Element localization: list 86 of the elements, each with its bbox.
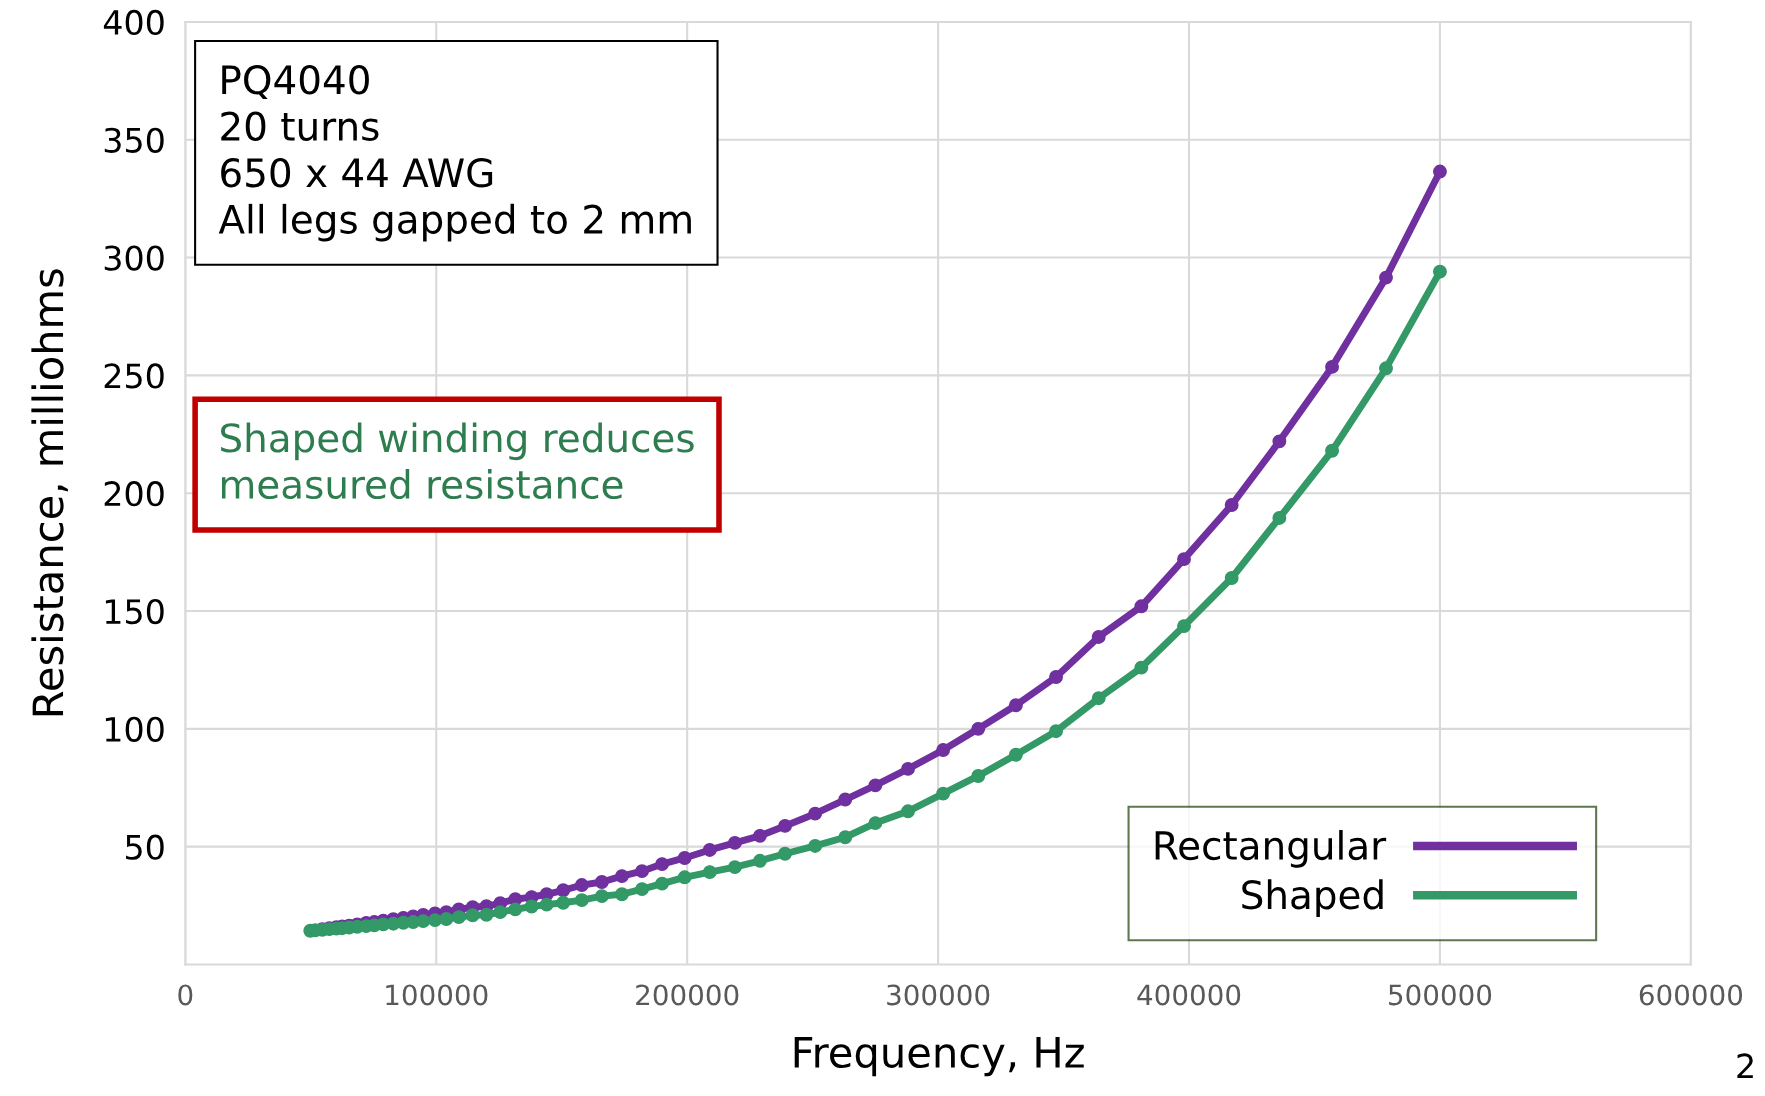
point bbox=[1008, 698, 1023, 713]
point bbox=[539, 897, 554, 912]
point bbox=[702, 843, 717, 857]
point bbox=[655, 857, 670, 872]
point bbox=[574, 893, 589, 908]
point bbox=[727, 835, 742, 850]
point bbox=[868, 778, 883, 793]
point bbox=[1008, 747, 1023, 762]
annotation: Shaped winding reduces measured resistance bbox=[221, 422, 694, 500]
point bbox=[451, 910, 466, 925]
point bbox=[1379, 361, 1393, 376]
y-tick-label: 50 bbox=[126, 834, 164, 860]
point bbox=[1091, 629, 1106, 644]
point bbox=[677, 870, 692, 885]
y-tick-label: 250 bbox=[104, 363, 164, 389]
point bbox=[702, 865, 717, 880]
point bbox=[635, 882, 649, 897]
point bbox=[1091, 691, 1106, 706]
point bbox=[901, 761, 915, 776]
point bbox=[1134, 660, 1149, 675]
x-axis-title: Frequency, Hz bbox=[794, 1037, 1084, 1077]
point bbox=[594, 875, 609, 889]
x-tick-label: 500000 bbox=[1389, 984, 1492, 1006]
x-tick-label: 200000 bbox=[636, 984, 739, 1006]
point bbox=[901, 804, 915, 819]
x-tick-label: 400000 bbox=[1137, 984, 1241, 1006]
annotation: PQ4040 20 turns 650 x 44 AWG All legs gapped to 2 mm bbox=[218, 65, 691, 242]
legend-label: Shaped bbox=[1242, 879, 1383, 917]
x-tick-label: 600000 bbox=[1639, 984, 1743, 1006]
point bbox=[508, 902, 523, 917]
point bbox=[1224, 571, 1239, 585]
point bbox=[439, 912, 454, 926]
point bbox=[778, 818, 792, 833]
point bbox=[635, 864, 649, 879]
point bbox=[727, 860, 742, 875]
point bbox=[493, 905, 508, 920]
y-tick-label: 200 bbox=[104, 481, 164, 507]
point bbox=[416, 914, 431, 929]
point bbox=[556, 895, 571, 910]
point bbox=[1432, 264, 1447, 279]
point bbox=[1325, 443, 1339, 458]
point bbox=[1325, 359, 1339, 374]
point bbox=[752, 853, 767, 868]
y-tick-label: 400 bbox=[103, 9, 164, 36]
point bbox=[614, 887, 629, 902]
point bbox=[868, 816, 883, 831]
point bbox=[1432, 164, 1447, 179]
point bbox=[1272, 510, 1287, 525]
point bbox=[614, 869, 629, 884]
point bbox=[1224, 498, 1239, 512]
x-tick-label: 100000 bbox=[386, 984, 488, 1006]
point bbox=[465, 908, 480, 923]
point bbox=[752, 828, 767, 843]
point bbox=[1177, 619, 1191, 634]
point bbox=[971, 769, 986, 783]
point bbox=[1049, 670, 1063, 684]
point bbox=[655, 876, 670, 891]
point bbox=[838, 792, 853, 807]
point bbox=[677, 851, 692, 865]
point bbox=[808, 806, 823, 821]
point bbox=[594, 889, 609, 904]
point bbox=[479, 907, 494, 922]
text: 2 bbox=[1737, 1053, 1753, 1079]
point bbox=[936, 743, 951, 757]
x-tick-label: 0 bbox=[178, 984, 193, 1006]
point bbox=[1049, 724, 1063, 739]
point bbox=[971, 721, 986, 736]
y-axis-title: Resistance, milliohms bbox=[31, 269, 68, 716]
point bbox=[1134, 599, 1149, 614]
point bbox=[838, 830, 853, 845]
point bbox=[778, 846, 792, 861]
point bbox=[556, 883, 571, 898]
point bbox=[1177, 552, 1191, 567]
point bbox=[428, 913, 442, 928]
point bbox=[574, 878, 589, 893]
legend-label: Rectangular bbox=[1155, 830, 1387, 868]
point bbox=[1272, 434, 1287, 449]
point bbox=[1379, 270, 1393, 285]
y-tick-label: 100 bbox=[105, 716, 164, 742]
point bbox=[524, 899, 539, 914]
y-tick-label: 300 bbox=[104, 245, 164, 271]
y-tick-label: 150 bbox=[105, 598, 164, 625]
point bbox=[808, 839, 823, 853]
point bbox=[936, 786, 951, 801]
x-tick-label: 300000 bbox=[887, 984, 990, 1006]
y-tick-label: 350 bbox=[104, 127, 164, 153]
